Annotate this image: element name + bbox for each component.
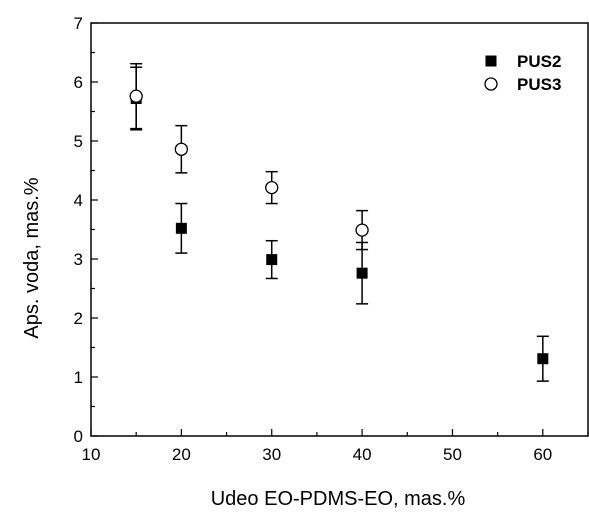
pus2-point: [356, 267, 368, 279]
y-axis-title: Aps. voda, mas.%: [21, 177, 43, 338]
x-tick-label: 40: [353, 445, 372, 464]
pus3-point: [129, 89, 143, 103]
x-tick-label: 30: [262, 445, 281, 464]
x-tick-label: 10: [82, 445, 101, 464]
x-tick-label: 50: [443, 445, 462, 464]
plot-frame: [90, 22, 589, 437]
pus3-point: [174, 142, 189, 156]
y-tick-label: 7: [74, 14, 83, 33]
pus3-point: [355, 223, 369, 237]
legend: PUS2 PUS3: [484, 52, 561, 94]
y-tick-label: 3: [74, 250, 83, 269]
data-markers: [129, 89, 549, 365]
y-tick-label: 4: [74, 191, 83, 210]
legend-marker: [484, 77, 498, 91]
pus2-point: [266, 254, 278, 266]
y-tick-label: 1: [74, 368, 83, 387]
x-axis-title: Udeo EO-PDMS-EO, mas.%: [211, 488, 466, 510]
y-tick-label: 2: [74, 309, 83, 328]
legend-marker: [485, 55, 497, 67]
legend-label: PUS3: [517, 75, 561, 94]
pus3-point: [265, 180, 279, 195]
y-tick-label: 5: [74, 132, 83, 151]
plot-area: [90, 22, 589, 437]
pus2-point: [175, 222, 187, 234]
x-tick-label: 60: [533, 445, 552, 464]
x-axis-ticks: 10 20 30 40 50 60: [82, 429, 589, 464]
pus2-point: [537, 353, 549, 365]
y-tick-label: 0: [74, 427, 83, 446]
legend-label: PUS2: [517, 52, 561, 71]
y-tick-label: 6: [74, 73, 83, 92]
error-bars: [130, 62, 549, 382]
y-axis-ticks: 0 1 2 3 4 5 6 7: [74, 14, 98, 446]
x-tick-label: 20: [172, 445, 191, 464]
